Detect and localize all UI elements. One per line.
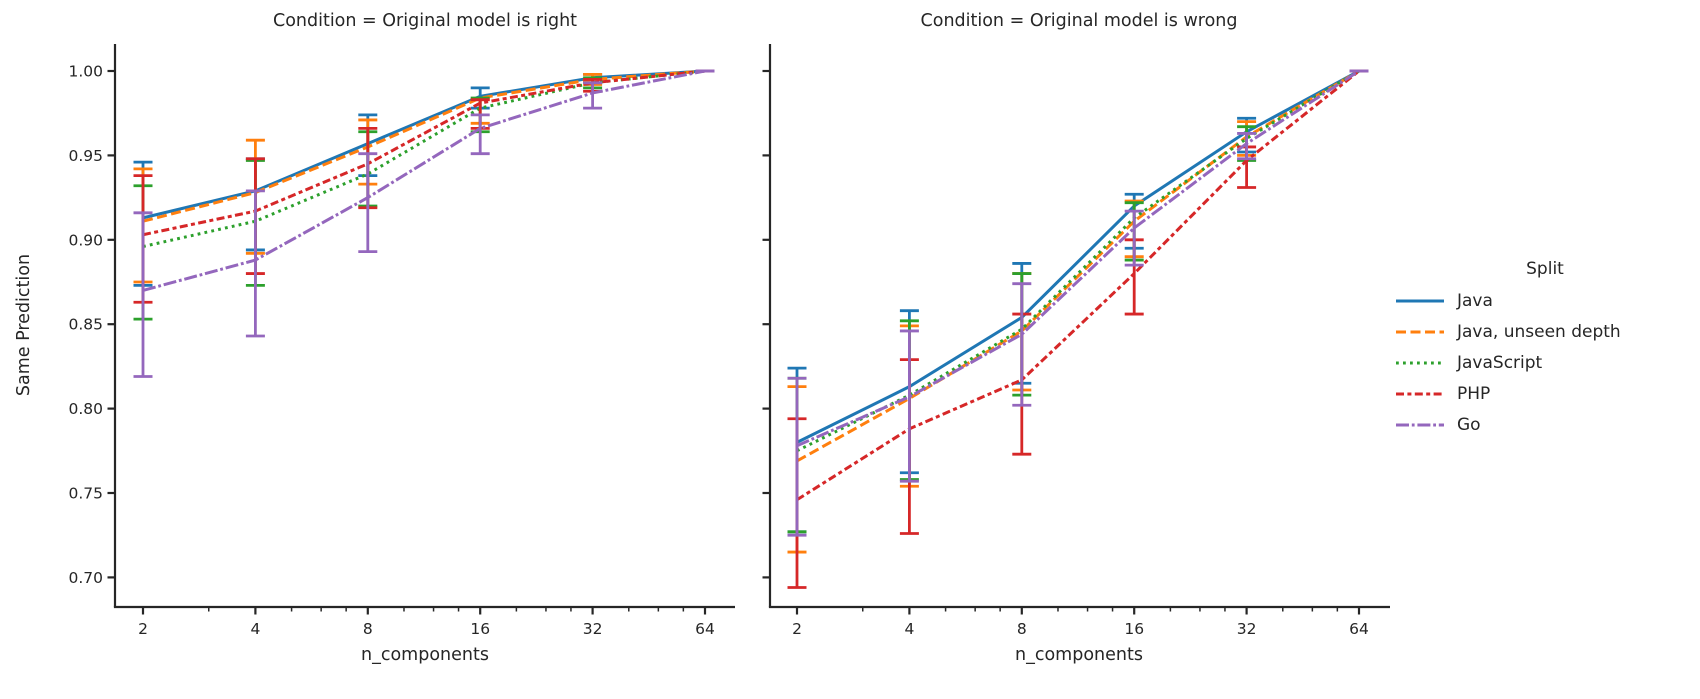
legend-label: Go — [1457, 414, 1481, 435]
x-tick-label: 32 — [1237, 620, 1257, 638]
x-axis-label-left: n_components — [361, 645, 489, 665]
x-tick-label: 32 — [583, 620, 603, 638]
series-line-java — [142, 69, 706, 220]
legend-entries: Java Java, unseen depth JavaScript PHP Go — [1395, 285, 1695, 440]
y-tick-label: 1.00 — [68, 63, 103, 81]
series-line-java-unseen-depth — [796, 69, 1360, 463]
legend: Split Java Java, unseen depth JavaScript PH… — [1395, 254, 1695, 440]
series-line-java-unseen-depth — [142, 69, 706, 223]
x-tick-label: 2 — [138, 620, 148, 638]
x-tick-label: 64 — [695, 620, 715, 638]
x-tick-label: 64 — [1349, 620, 1369, 638]
series-line-go — [796, 69, 1360, 448]
legend-entry: Java, unseen depth — [1395, 316, 1695, 347]
legend-label: PHP — [1457, 383, 1491, 404]
panel-title-left: Condition = Original model is right — [272, 11, 578, 31]
y-tick-label: 0.90 — [68, 231, 103, 249]
legend-swatch-dashdot — [1396, 392, 1444, 395]
y-axis-label: Same Prediction — [14, 253, 34, 397]
panel-title-right: Condition = Original model is wrong — [920, 11, 1238, 31]
legend-entry: PHP — [1395, 378, 1695, 409]
y-tick-label: 0.95 — [68, 147, 103, 165]
legend-label: Java, unseen depth — [1457, 321, 1621, 342]
series-line-php — [796, 69, 1360, 502]
series-line-javascript — [142, 69, 706, 249]
y-tick-label: 0.80 — [68, 400, 103, 418]
x-tick-label: 8 — [363, 620, 373, 638]
legend-swatch-dotted — [1396, 361, 1444, 364]
x-tick-label: 2 — [792, 620, 802, 638]
x-tick-label: 16 — [1124, 620, 1144, 638]
legend-entry: Java — [1395, 285, 1695, 316]
legend-label: JavaScript — [1457, 352, 1543, 373]
series-line-go — [142, 69, 706, 292]
legend-entry: Go — [1395, 409, 1695, 440]
x-axis-label-right: n_components — [1015, 645, 1143, 665]
x-tick-label: 8 — [1017, 620, 1027, 638]
legend-swatch-dashed — [1396, 330, 1444, 333]
y-tick-label: 0.70 — [68, 569, 103, 587]
legend-title: Split — [1526, 259, 1564, 279]
y-tick-label: 0.85 — [68, 316, 103, 334]
legend-entry: JavaScript — [1395, 347, 1695, 378]
series-line-php — [142, 69, 706, 237]
x-tick-label: 16 — [470, 620, 490, 638]
x-tick-label: 4 — [904, 620, 914, 638]
legend-label: Java — [1457, 290, 1493, 311]
series-line-java — [796, 69, 1360, 444]
legend-swatch-solid — [1396, 299, 1444, 302]
legend-swatch-longdashdot — [1396, 423, 1444, 426]
x-tick-label: 4 — [250, 620, 260, 638]
y-tick-label: 0.75 — [68, 485, 103, 503]
